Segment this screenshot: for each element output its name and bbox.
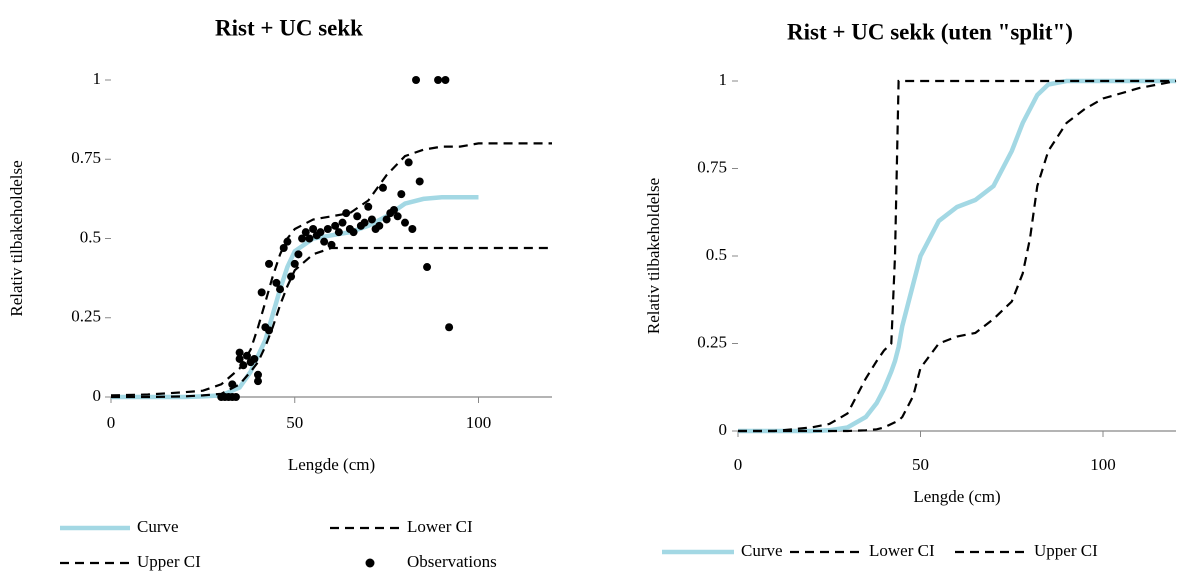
legend-label: Lower CI: [407, 517, 473, 536]
observation-point: [301, 228, 310, 237]
observation-point: [231, 393, 240, 401]
observation-point: [239, 361, 248, 370]
observation-point: [316, 228, 325, 237]
legend-label: Upper CI: [137, 552, 201, 571]
observation-point: [445, 323, 454, 332]
observation-point: [287, 272, 296, 281]
observation-point: [367, 215, 376, 224]
observation-point: [393, 212, 402, 221]
observation-point: [294, 250, 303, 259]
x-tick-label: 50: [286, 413, 303, 432]
observation-point: [441, 76, 450, 84]
observation-point: [404, 158, 413, 167]
observation-point: [272, 278, 281, 287]
observation-point: [364, 202, 373, 211]
x-axis-label: Lengde (cm): [913, 487, 1000, 506]
observation-point: [320, 237, 329, 246]
observation-point: [375, 221, 384, 230]
x-tick-label: 0: [734, 455, 743, 474]
y-tick-label: 0.75: [697, 157, 727, 176]
y-tick-label: 0: [719, 420, 728, 439]
observation-point: [254, 377, 262, 386]
observation-point: [342, 209, 351, 218]
observation-point: [360, 218, 369, 227]
observation-point: [415, 177, 424, 186]
chart-title: Rist + UC sekk: [215, 15, 363, 40]
observation-point: [242, 351, 251, 360]
observation-point: [323, 224, 332, 233]
observation-point: [276, 285, 285, 294]
y-tick-label: 0.25: [697, 332, 727, 351]
legend-label: Curve: [741, 541, 783, 560]
observation-point: [353, 212, 362, 221]
y-tick-label: 1: [93, 69, 102, 88]
y-tick-label: 0.5: [80, 227, 101, 246]
observation-point: [401, 218, 409, 227]
observation-point: [290, 259, 299, 268]
y-tick-label: 0.25: [71, 307, 101, 326]
curve-line: [111, 195, 479, 400]
observation-point: [257, 288, 266, 297]
y-tick-label: 0.5: [706, 245, 727, 264]
observation-point: [412, 76, 421, 84]
y-axis-label: Relativ tilbakeholdelse: [644, 178, 663, 334]
observation-point: [408, 224, 417, 233]
observation-point: [235, 348, 244, 357]
observation-point: [250, 354, 259, 363]
legend-label: Lower CI: [869, 541, 935, 560]
x-tick-label: 100: [466, 413, 492, 432]
observation-point: [397, 190, 406, 199]
x-tick-label: 0: [107, 413, 116, 432]
x-axis-label: Lengde (cm): [288, 455, 375, 474]
y-tick-label: 1: [719, 70, 728, 89]
observation-point: [235, 354, 244, 363]
legend-label: Upper CI: [1034, 541, 1098, 560]
observation-point: [349, 228, 358, 237]
curve-line: [738, 78, 1176, 434]
observation-point: [254, 370, 262, 379]
legend-label: Curve: [137, 517, 179, 536]
chart-title: Rist + UC sekk (uten "split"): [787, 19, 1073, 44]
observation-point: [305, 234, 314, 243]
observation-point: [298, 234, 307, 243]
observation-point: [265, 259, 274, 268]
ci-line: [111, 246, 552, 399]
ci-line: [110, 142, 552, 397]
observation-point: [338, 218, 347, 227]
observation-point: [327, 240, 336, 249]
y-tick-label: 0: [93, 386, 102, 405]
legend-marker: [365, 558, 375, 568]
observation-point: [265, 326, 274, 335]
observation-point: [382, 215, 391, 224]
observation-point: [228, 380, 237, 389]
observation-point: [389, 205, 398, 214]
observation-point: [279, 244, 288, 253]
observation-point: [434, 76, 443, 84]
ci-line: [738, 79, 1177, 433]
observation-point: [309, 224, 318, 233]
y-tick-label: 0.75: [71, 148, 101, 167]
x-tick-label: 100: [1090, 455, 1116, 474]
ci-line: [738, 79, 1176, 433]
observation-point: [334, 228, 343, 237]
observation-point: [378, 183, 387, 192]
legend-label: Observations: [407, 552, 497, 571]
x-tick-label: 50: [912, 455, 929, 474]
observation-point: [423, 263, 432, 272]
y-axis-label: Relativ tilbakeholdelse: [7, 160, 26, 316]
observation-point: [331, 221, 340, 230]
observation-point: [283, 237, 292, 246]
